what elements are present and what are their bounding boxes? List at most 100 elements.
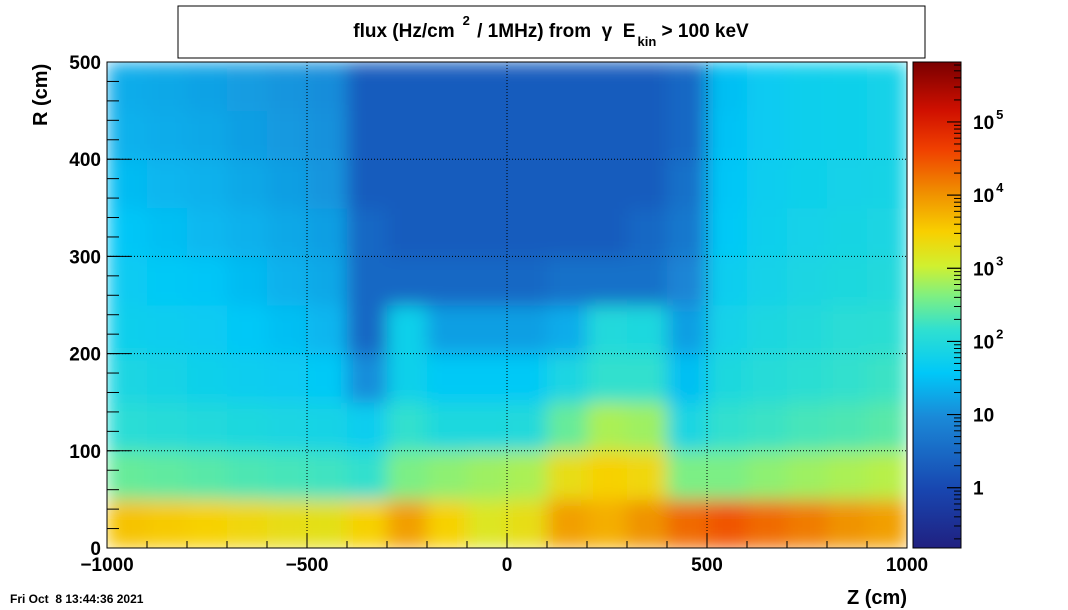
heatmap-cell — [227, 159, 268, 209]
heatmap-cell — [187, 305, 228, 355]
z-tick-label: 1 — [973, 479, 984, 500]
heatmap-cell — [427, 402, 468, 452]
heatmap-cell — [187, 159, 228, 209]
heatmap-cell — [787, 110, 828, 160]
heatmap-cell — [187, 110, 228, 160]
heatmap-cell — [827, 62, 868, 112]
z-tick-label: 10 4 — [973, 180, 1004, 207]
heatmap-cell — [547, 305, 588, 355]
heatmap-cell — [667, 353, 708, 403]
heatmap-cell — [147, 305, 188, 355]
heatmap-cell — [827, 159, 868, 209]
title-part: flux (Hz/cm — [353, 21, 454, 42]
heatmap-cell — [347, 499, 388, 548]
heatmap-cell — [707, 402, 748, 452]
heatmap-cell — [267, 499, 308, 548]
heatmap-cell — [867, 402, 907, 452]
heatmap-cell — [507, 256, 548, 306]
heatmap-cell — [187, 353, 228, 403]
heatmap-cell — [227, 62, 268, 112]
heatmap-cell — [187, 62, 228, 112]
heatmap-cell — [787, 305, 828, 355]
heatmap-cell — [267, 353, 308, 403]
z-tick-label: 10 5 — [973, 107, 1003, 134]
heatmap-cell — [627, 402, 668, 452]
heatmap-cell — [147, 207, 188, 257]
y-axis-label: R (cm) — [30, 64, 52, 126]
heatmap-cell — [747, 402, 788, 452]
heatmap-cell — [467, 353, 508, 403]
heatmap-cell — [307, 499, 348, 548]
heatmap-cell — [547, 402, 588, 452]
heatmap-cell — [467, 110, 508, 160]
heatmap-cell — [747, 159, 788, 209]
heatmap-cell — [587, 110, 628, 160]
heatmap-cell — [467, 450, 508, 500]
heatmap-cell — [507, 62, 548, 112]
heatmap-cell — [547, 207, 588, 257]
heatmap-cell — [267, 159, 308, 209]
heatmap-cell — [787, 256, 828, 306]
z-tick-label: 10 2 — [973, 326, 1003, 353]
heatmap-cell — [587, 402, 628, 452]
heatmap-cell — [427, 353, 468, 403]
heatmap-cell — [307, 256, 348, 306]
title-part: > 100 keV — [656, 21, 749, 42]
heatmap-cell — [467, 499, 508, 548]
heatmap-cell — [587, 159, 628, 209]
heatmap-cell — [467, 159, 508, 209]
heatmap-cell — [627, 159, 668, 209]
heatmap-cell — [107, 207, 148, 257]
heatmap-cell — [187, 450, 228, 500]
heatmap-cell — [667, 110, 708, 160]
heatmap-cell — [267, 256, 308, 306]
heatmap-cell — [387, 159, 428, 209]
heatmap-cell — [747, 353, 788, 403]
heatmap-cell — [267, 305, 308, 355]
heatmap-cell — [147, 499, 188, 548]
heatmap-cell — [827, 499, 868, 548]
heatmap-cell — [827, 256, 868, 306]
heatmap-cell — [307, 305, 348, 355]
heatmap-cell — [547, 499, 588, 548]
heatmap-cell — [547, 110, 588, 160]
heatmap-cell — [147, 353, 188, 403]
heatmap-cell — [147, 62, 188, 112]
heatmap-cell — [307, 450, 348, 500]
heatmap-cell — [467, 207, 508, 257]
heatmap-cell — [787, 207, 828, 257]
heatmap-cell — [227, 402, 268, 452]
heatmap-cell — [667, 450, 708, 500]
heatmap-cell — [827, 110, 868, 160]
heatmap-cell — [747, 256, 788, 306]
x-tick-label: 0 — [502, 555, 513, 576]
heatmap-cell — [547, 62, 588, 112]
z-tick-base: 10 — [973, 259, 994, 280]
heatmap-cell — [227, 110, 268, 160]
heatmap-cell — [507, 450, 548, 500]
heatmap-cell — [427, 499, 468, 548]
heatmap-cell — [187, 499, 228, 548]
heatmap-cell — [787, 353, 828, 403]
heatmap-cell — [787, 450, 828, 500]
heatmap-cell — [547, 159, 588, 209]
heatmap-cell — [387, 110, 428, 160]
heatmap-cell — [347, 110, 388, 160]
heatmap-cell — [867, 499, 907, 548]
heatmap-cell — [467, 62, 508, 112]
heatmap-cell — [107, 256, 148, 306]
heatmap-cell — [267, 402, 308, 452]
heatmap-cell — [387, 450, 428, 500]
heatmap-cell — [427, 207, 468, 257]
z-tick-base: 10 — [973, 186, 994, 207]
heatmap-cell — [547, 450, 588, 500]
heatmap-cell — [747, 450, 788, 500]
heatmap-cell — [307, 159, 348, 209]
z-tick-label: 10 — [973, 406, 994, 427]
z-tick-base: 10 — [973, 113, 994, 134]
heatmap-cell — [347, 207, 388, 257]
y-tick-label: 0 — [90, 539, 101, 560]
z-tick-label: 10 3 — [973, 253, 1003, 280]
y-tick-label: 500 — [69, 53, 101, 74]
heatmap-cell — [867, 450, 907, 500]
